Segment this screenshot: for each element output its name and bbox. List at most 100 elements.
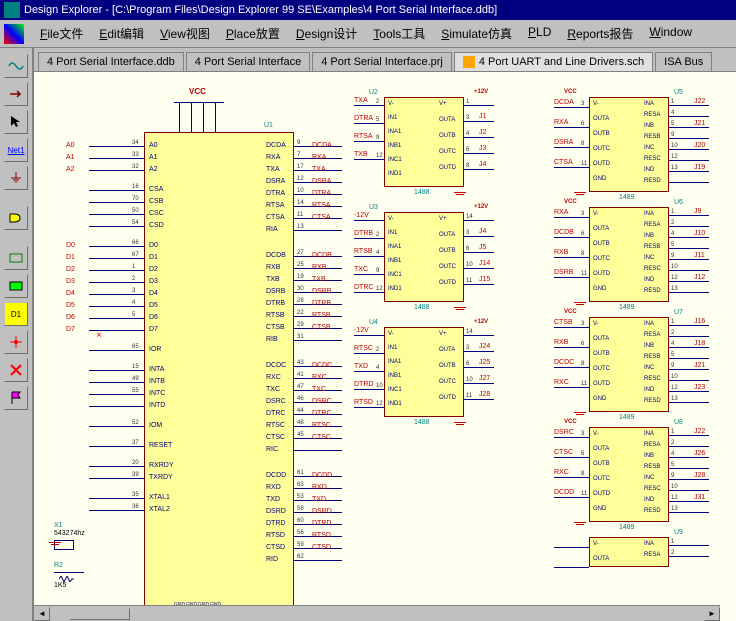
menu-item[interactable]: View视图 — [152, 23, 218, 44]
wire — [464, 153, 494, 154]
pin-label: IND — [644, 277, 654, 283]
scroll-thumb[interactable] — [70, 608, 130, 620]
net-label: J28 — [479, 391, 490, 398]
menu-item[interactable]: Place放置 — [218, 23, 288, 44]
pin-number: 1 — [671, 319, 674, 325]
wire — [669, 237, 709, 238]
scroll-left-icon[interactable]: ◄ — [34, 607, 50, 621]
pin-number: 11 — [466, 393, 472, 399]
pin-number: 8 — [581, 471, 584, 477]
pin-label: INB — [644, 123, 654, 129]
document-tab[interactable]: 4 Port Serial Interface.prj — [312, 52, 452, 71]
schematic-canvas[interactable]: VCCU1TL16C554A034A0A133A1A232A2CSA16CSB7… — [34, 72, 736, 621]
menu-item[interactable]: Reports报告 — [559, 23, 641, 44]
pin-number: 2 — [671, 220, 674, 226]
net-label: CTSC — [554, 449, 573, 456]
pin-label: DTRA — [266, 190, 285, 197]
pin-label: RESA — [644, 442, 660, 448]
pin-label: D0 — [149, 242, 158, 249]
document-tab[interactable]: 4 Port UART and Line Drivers.sch — [454, 52, 653, 71]
net-label: DTRD — [312, 520, 331, 527]
net-label: J27 — [479, 375, 490, 382]
tool-cross-icon[interactable] — [4, 358, 28, 382]
pin-number: 4 — [671, 110, 674, 116]
tool-junction-icon[interactable] — [4, 330, 28, 354]
document-tab[interactable]: 4 Port Serial Interface — [186, 52, 310, 71]
wire — [89, 406, 144, 407]
net-label: DCDD — [554, 489, 574, 496]
tool-gate-icon[interactable] — [4, 206, 28, 230]
wire — [669, 435, 709, 436]
tool-rect-icon[interactable] — [4, 246, 28, 270]
resistor-symbol — [59, 569, 74, 575]
menu-item[interactable]: Design设计 — [288, 23, 365, 44]
pin-label: DTRC — [266, 410, 285, 417]
pin-number: 3 — [581, 431, 584, 437]
pin-number: 4 — [671, 231, 674, 237]
tool-port-icon[interactable]: D1 — [4, 302, 28, 326]
tool-flag-icon[interactable] — [4, 386, 28, 410]
wire — [669, 259, 709, 260]
wire — [354, 353, 384, 354]
no-connect-marker: × — [96, 330, 102, 341]
horizontal-scrollbar[interactable]: ◄ ► — [34, 605, 720, 621]
tool-wave-icon[interactable] — [4, 54, 28, 78]
pin-label: INA — [644, 101, 654, 107]
wire — [464, 236, 494, 237]
wire — [669, 468, 709, 469]
pin-label: RESET — [149, 442, 172, 449]
workspace: Net1 D1 4 Port Serial Interface.ddb4 Por… — [0, 48, 736, 621]
pin-number: 6 — [581, 121, 584, 127]
net-label: J22 — [694, 428, 705, 435]
wire — [354, 292, 384, 293]
pin-label: INA1 — [388, 359, 401, 365]
net-label: CTSB — [554, 319, 573, 326]
document-tab[interactable]: ISA Bus — [655, 52, 712, 71]
pin-label: INC1 — [388, 157, 402, 163]
ground-symbol — [454, 192, 466, 195]
pin-number: 6 — [466, 246, 469, 252]
menu-item[interactable]: Tools工具 — [365, 23, 433, 44]
pin-label: RXA — [266, 154, 280, 161]
tool-arrow-icon[interactable] — [4, 82, 28, 106]
chip-name: 1489 — [619, 414, 635, 421]
pin-number: 5 — [376, 117, 379, 123]
tool-net-label[interactable]: Net1 — [4, 138, 28, 162]
wire — [464, 383, 494, 384]
net-label: DSRA — [312, 178, 331, 185]
tool-ground-icon[interactable] — [4, 166, 28, 190]
tool-sheet-icon[interactable] — [4, 274, 28, 298]
pin-label: V- — [388, 216, 394, 222]
menu-item[interactable]: Window — [641, 23, 700, 44]
pin-number: 12 — [376, 286, 383, 292]
wire — [554, 167, 589, 168]
net-label: J9 — [694, 208, 701, 215]
tool-cursor-icon[interactable] — [4, 110, 28, 134]
menu-item[interactable]: Edit编辑 — [91, 23, 152, 44]
pin-label: RIA — [266, 226, 278, 233]
wire — [464, 335, 494, 336]
document-tab[interactable]: 4 Port Serial Interface.ddb — [38, 52, 184, 71]
net-label: J23 — [694, 384, 705, 391]
wire — [354, 256, 384, 257]
scroll-right-icon[interactable]: ► — [704, 607, 720, 621]
ground-symbol — [49, 542, 61, 545]
pin-label: OUTA — [593, 446, 609, 452]
ground-symbol — [454, 307, 466, 310]
net-label: J3 — [479, 145, 486, 152]
pin-number: 13 — [671, 396, 678, 402]
wire — [89, 318, 144, 319]
wire — [669, 556, 709, 557]
wire — [89, 466, 144, 467]
menu-item[interactable]: PLD — [520, 23, 559, 44]
menu-item[interactable]: File文件 — [32, 23, 91, 44]
wire — [669, 391, 709, 392]
pin-label: OUTD — [593, 271, 610, 277]
pin-label: IN1 — [388, 230, 397, 236]
net-label: RTSC — [312, 422, 331, 429]
wire — [89, 370, 144, 371]
pin-number: 9 — [376, 268, 379, 274]
net-label: DSRB — [554, 269, 573, 276]
pin-number: 9 — [671, 253, 674, 259]
menu-item[interactable]: Simulate仿真 — [433, 23, 520, 44]
